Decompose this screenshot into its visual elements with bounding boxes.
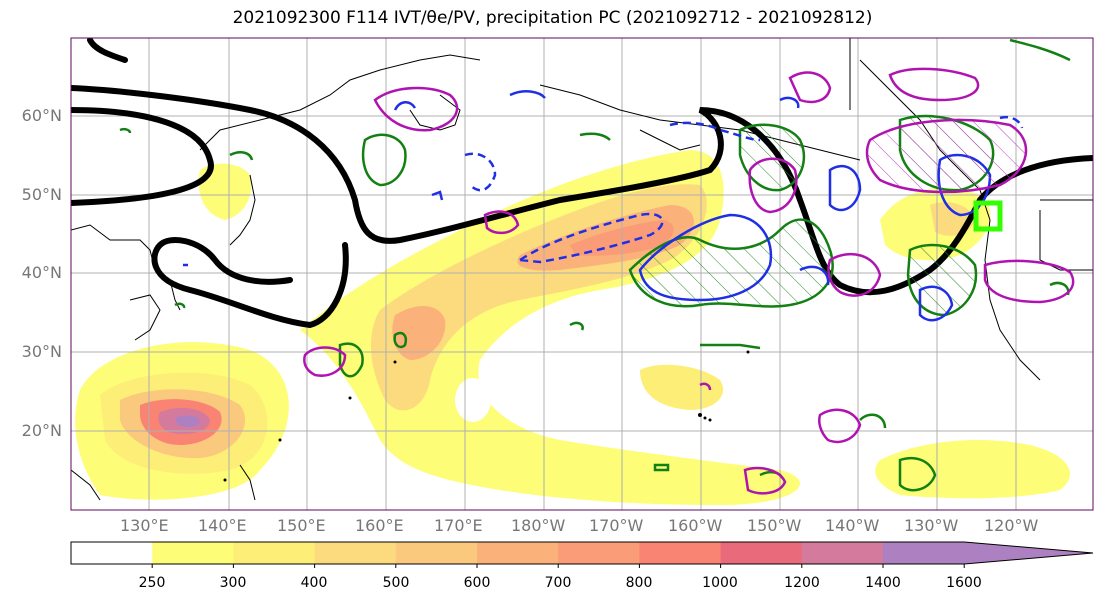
colorbar-segment [314, 542, 397, 564]
colorbar-segment [395, 542, 478, 564]
colorbar-tick-700: 700 [544, 575, 572, 591]
colorbar-tick-300: 300 [219, 575, 247, 591]
colorbar-segment [720, 542, 803, 564]
lon-label-150w: 150°W [747, 516, 802, 535]
colorbar [70, 541, 1094, 568]
colorbar-tick-1000: 1000 [702, 575, 738, 591]
lat-label-60n: 60°N [21, 106, 62, 125]
map-plot-area [71, 38, 1093, 510]
colorbar-tick-250: 250 [138, 575, 166, 591]
lon-label-150e: 150°E [277, 516, 326, 535]
colorbar-tick-400: 400 [300, 575, 328, 591]
figure-title: 2021092300 F114 IVT/θe/PV, precipitation… [232, 8, 873, 28]
colorbar-tick-600: 600 [463, 575, 491, 591]
lat-label-30n: 30°N [21, 342, 62, 361]
lon-label-160e: 160°E [355, 516, 404, 535]
colorbar-segment [477, 542, 559, 564]
precip-blue-dashed [464, 115, 1024, 264]
colorbar-segment [883, 542, 965, 564]
lat-label-50n: 50°N [21, 185, 62, 204]
colorbar-outline [70, 541, 1094, 565]
lon-label-140w: 140°W [825, 516, 880, 535]
lon-label-170e: 170°E [434, 516, 483, 535]
islands [223, 350, 750, 482]
colorbar-segment [639, 542, 722, 564]
colorbar-tick-500: 500 [382, 575, 410, 591]
colorbar-tick-1600: 1600 [946, 575, 982, 591]
lon-label-140e: 140°E [198, 516, 247, 535]
precip-magenta [303, 67, 1075, 495]
lon-label-160w: 160°W [668, 516, 723, 535]
colorbar-tick-800: 800 [625, 575, 653, 591]
target-region-box [973, 200, 1003, 232]
lon-label-180w: 180°W [511, 516, 566, 535]
lat-label-20n: 20°N [21, 421, 62, 440]
colorbar-segment [152, 542, 234, 564]
colorbar-tick-1400: 1400 [865, 575, 901, 591]
colorbar-tick-1200: 1200 [784, 575, 820, 591]
colorbar-segment [801, 542, 884, 564]
lat-label-40n: 40°N [21, 263, 62, 282]
colorbar-extend-arrow [964, 542, 1093, 564]
colorbar-segment [71, 542, 153, 564]
lon-label-120w: 120°W [984, 516, 1039, 535]
colorbar-segment [233, 542, 316, 564]
lon-label-130e: 130°E [120, 516, 169, 535]
lon-label-170w: 170°W [589, 516, 644, 535]
colorbar-segment [558, 542, 640, 564]
lon-label-130w: 130°W [904, 516, 959, 535]
